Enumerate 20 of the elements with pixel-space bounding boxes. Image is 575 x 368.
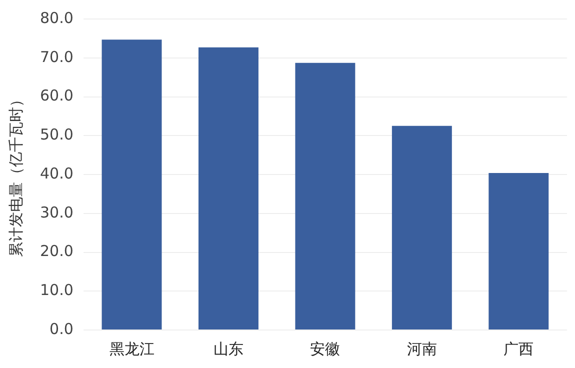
x-tick-label: 山东 <box>213 340 244 358</box>
y-tick-label: 50.0 <box>40 126 74 144</box>
y-tick-label: 80.0 <box>40 8 74 27</box>
x-tick-label: 广西 <box>504 340 534 358</box>
bar <box>295 62 356 330</box>
bar <box>392 126 452 330</box>
y-tick-label: 30.0 <box>40 203 74 222</box>
y-tick-label: 70.0 <box>40 48 74 66</box>
y-tick-label: 60.0 <box>40 86 74 105</box>
bar <box>102 40 162 330</box>
bar <box>488 172 549 330</box>
x-tick-label: 黑龙江 <box>109 340 154 358</box>
y-tick-label: 10.0 <box>40 281 74 300</box>
y-axis-title: 累计发电量（亿千瓦时） <box>6 92 25 257</box>
bar <box>198 47 258 330</box>
y-tick-label: 0.0 <box>50 320 74 338</box>
x-tick-label: 安徽 <box>310 340 340 358</box>
y-tick-label: 20.0 <box>40 242 74 260</box>
x-tick-label: 河南 <box>406 340 437 358</box>
y-tick-label: 40.0 <box>40 164 74 182</box>
